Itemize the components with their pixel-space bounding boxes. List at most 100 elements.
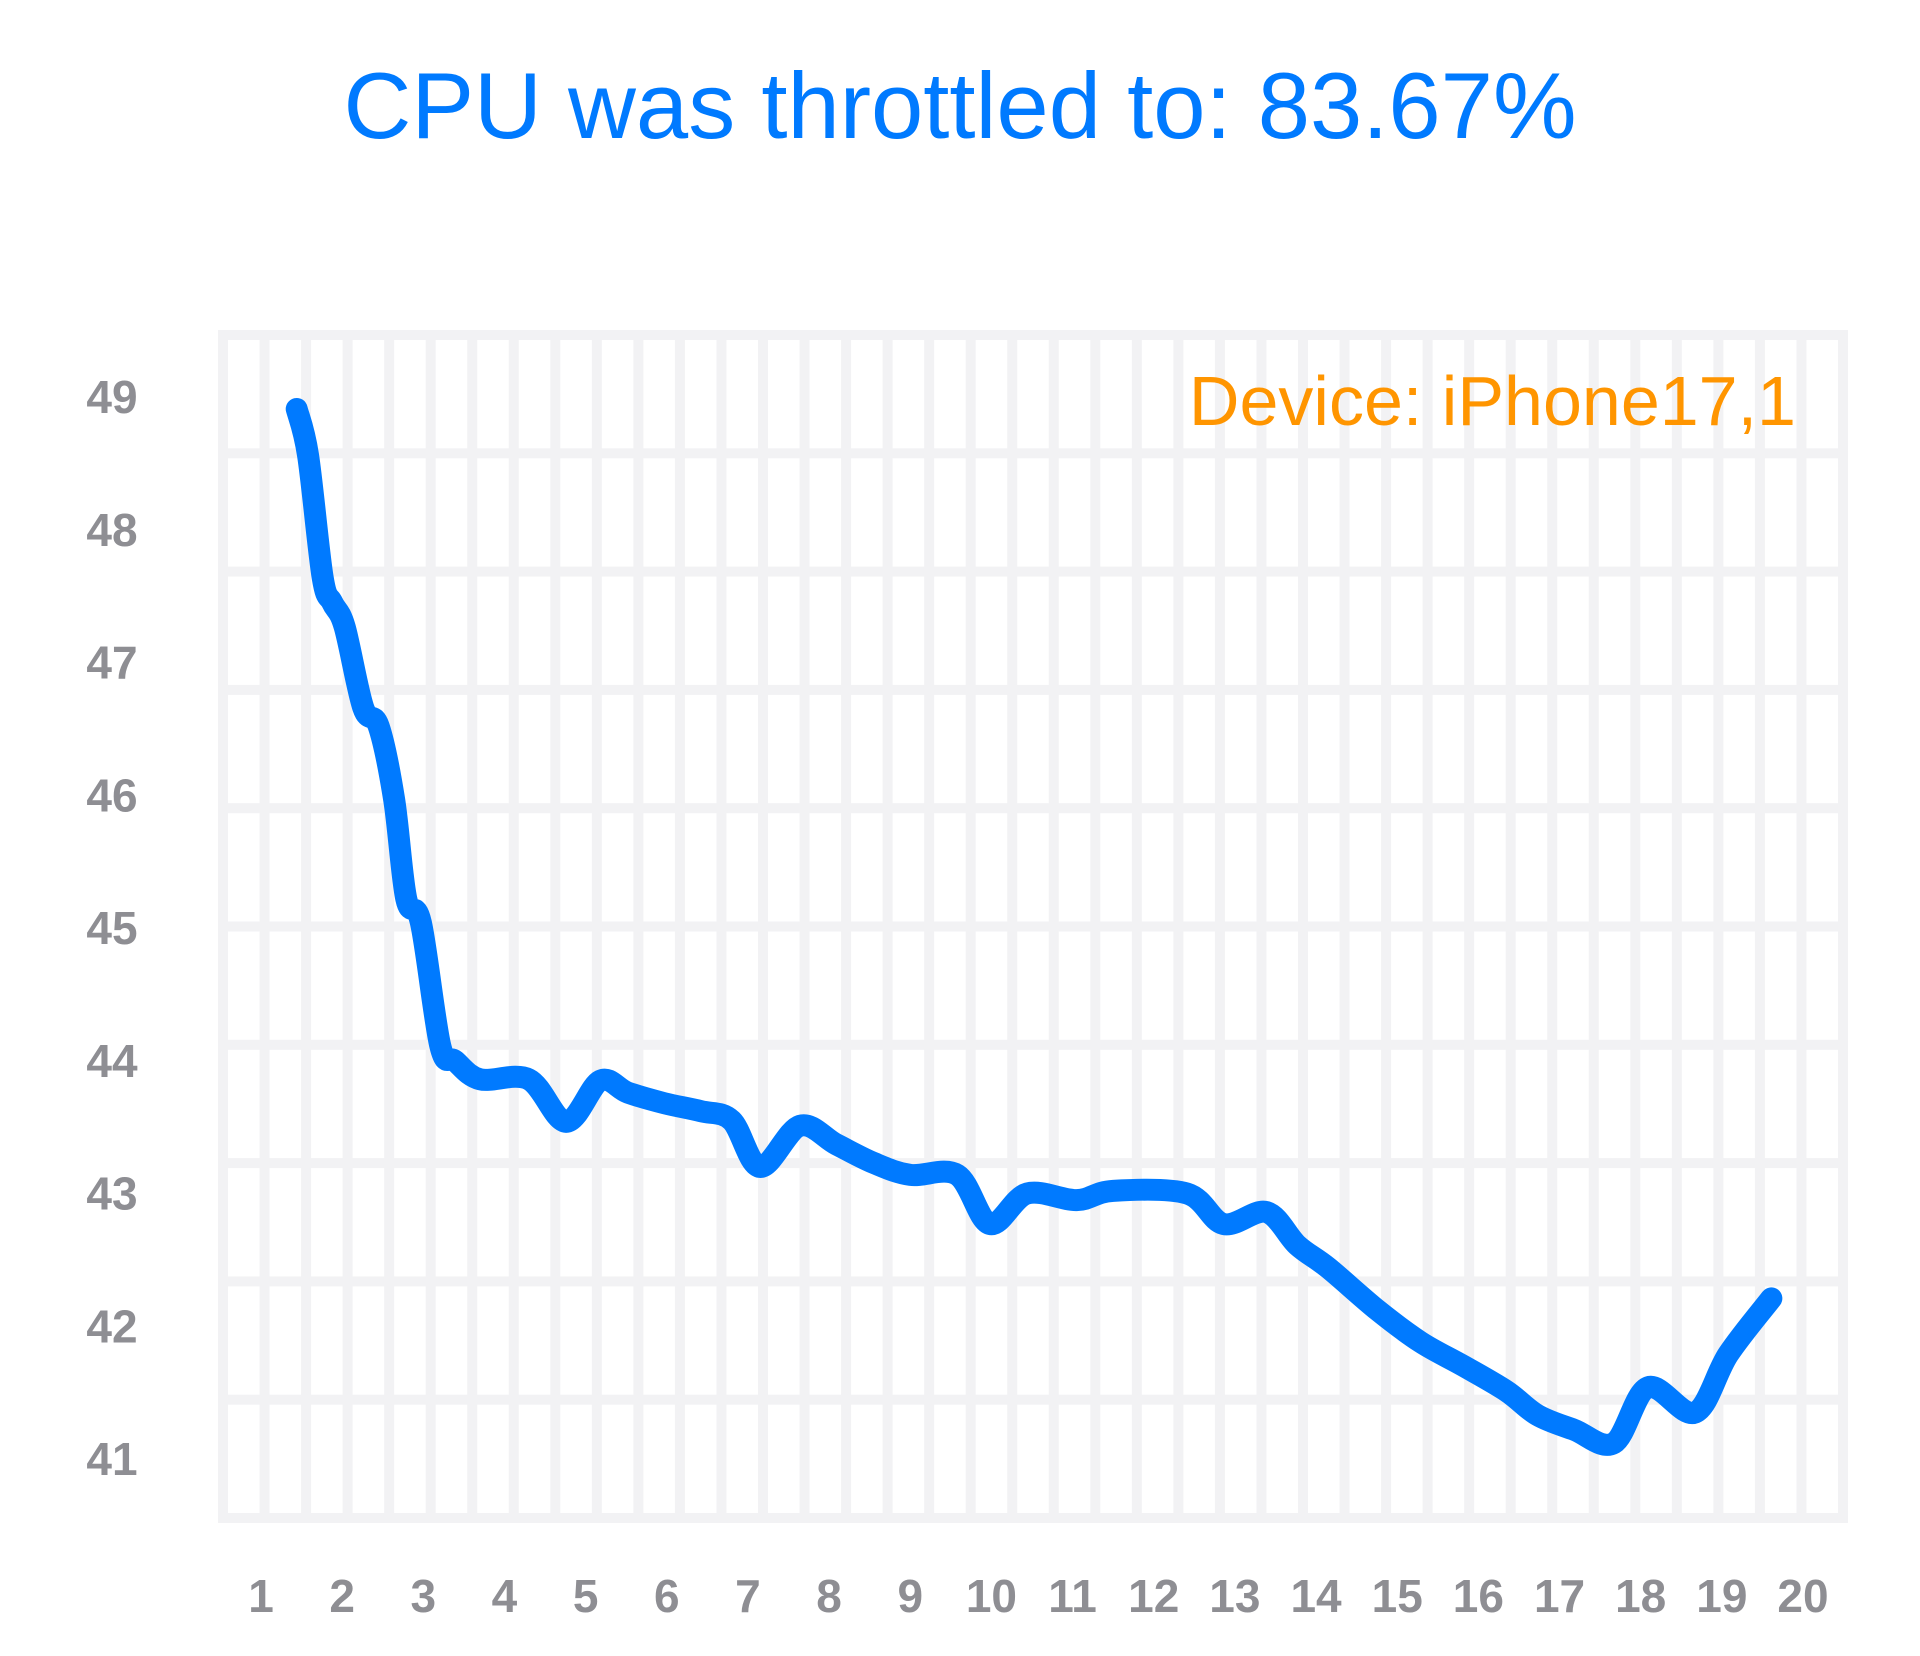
grid-cell bbox=[1557, 458, 1589, 567]
grid-cell bbox=[1100, 931, 1132, 1040]
grid-cell bbox=[892, 694, 925, 804]
grid-cell bbox=[1681, 931, 1714, 1040]
grid-cell bbox=[1017, 694, 1049, 804]
grid-cell bbox=[1640, 458, 1672, 567]
grid-cell bbox=[477, 1404, 509, 1513]
grid-cell bbox=[1557, 1168, 1589, 1277]
grid-cell bbox=[726, 340, 758, 449]
grid-cell bbox=[477, 458, 509, 567]
grid-cell bbox=[560, 813, 592, 922]
grid-cell bbox=[768, 576, 800, 685]
device-annotation: Device: iPhone17,1 bbox=[1189, 362, 1796, 440]
grid-cell bbox=[1723, 1168, 1755, 1277]
grid-cell bbox=[1557, 1049, 1589, 1159]
grid-cell bbox=[269, 1168, 302, 1277]
grid-cell bbox=[1266, 694, 1298, 804]
grid-cell bbox=[1806, 458, 1838, 567]
grid-cell bbox=[1183, 458, 1215, 567]
grid-cell bbox=[311, 1404, 343, 1513]
grid-cell bbox=[684, 694, 717, 804]
grid-cell bbox=[269, 458, 302, 567]
grid-cell bbox=[684, 1286, 717, 1395]
grid-cell bbox=[1058, 813, 1091, 922]
grid-cell bbox=[726, 813, 758, 922]
grid-cell bbox=[1598, 576, 1631, 685]
grid-cell bbox=[1349, 694, 1382, 804]
grid-cell bbox=[1100, 1286, 1132, 1395]
grid-cell bbox=[1681, 813, 1714, 922]
grid-cell bbox=[1017, 931, 1049, 1040]
grid-cell bbox=[1058, 931, 1091, 1040]
grid-cell bbox=[1681, 694, 1714, 804]
grid-cell bbox=[1058, 1168, 1091, 1277]
grid-cell bbox=[892, 1404, 925, 1513]
grid-cell bbox=[934, 1049, 966, 1159]
grid-cell bbox=[1349, 340, 1382, 449]
grid-cell bbox=[1349, 1404, 1382, 1513]
grid-cell bbox=[1806, 340, 1838, 449]
grid-cell bbox=[1764, 1404, 1797, 1513]
grid-cell bbox=[269, 1286, 302, 1395]
grid-cell bbox=[1141, 813, 1174, 922]
grid-cell bbox=[1308, 576, 1340, 685]
grid-cell bbox=[1058, 340, 1091, 449]
grid-cell bbox=[684, 1168, 717, 1277]
grid-cell bbox=[1266, 1286, 1298, 1395]
grid-cell bbox=[311, 813, 343, 922]
grid-cell bbox=[269, 1049, 302, 1159]
grid-cell bbox=[1141, 1286, 1174, 1395]
grid-cell bbox=[1598, 931, 1631, 1040]
grid-cell bbox=[1141, 931, 1174, 1040]
grid-cell bbox=[851, 458, 883, 567]
grid-cell bbox=[435, 458, 468, 567]
grid-cell bbox=[394, 458, 426, 567]
grid-cell bbox=[1474, 340, 1506, 449]
grid-cell bbox=[1100, 576, 1132, 685]
grid-cell bbox=[518, 931, 551, 1040]
grid-cell bbox=[643, 813, 675, 922]
grid-cell bbox=[975, 340, 1008, 449]
grid-cell bbox=[1681, 1168, 1714, 1277]
grid-cell bbox=[1723, 458, 1755, 567]
grid-cell bbox=[892, 576, 925, 685]
grid-cell bbox=[1723, 576, 1755, 685]
grid-cell bbox=[1266, 931, 1298, 1040]
grid-cell bbox=[228, 813, 260, 922]
grid-cell bbox=[352, 813, 385, 922]
grid-cell bbox=[684, 813, 717, 922]
grid-cell bbox=[851, 931, 883, 1040]
grid-cell bbox=[851, 1168, 883, 1277]
grid-cell bbox=[1266, 340, 1298, 449]
grid-cell bbox=[1640, 694, 1672, 804]
grid-cell bbox=[1723, 1049, 1755, 1159]
y-tick-label: 44 bbox=[86, 1035, 138, 1087]
grid-cell bbox=[1141, 458, 1174, 567]
grid-cell bbox=[1432, 813, 1465, 922]
grid-cell bbox=[477, 1286, 509, 1395]
grid-cell bbox=[1017, 458, 1049, 567]
grid-cell bbox=[1764, 813, 1797, 922]
grid-cell bbox=[477, 694, 509, 804]
grid-cell bbox=[228, 1404, 260, 1513]
grid-cell bbox=[726, 931, 758, 1040]
x-tick-label: 9 bbox=[897, 1570, 923, 1622]
grid-cell bbox=[560, 458, 592, 567]
grid-cell bbox=[352, 931, 385, 1040]
grid-cell bbox=[1515, 931, 1548, 1040]
grid-cell bbox=[601, 458, 634, 567]
grid-cell bbox=[518, 576, 551, 685]
grid-cell bbox=[726, 576, 758, 685]
grid-cell bbox=[1183, 576, 1215, 685]
grid-cell bbox=[1764, 694, 1797, 804]
x-tick-label: 20 bbox=[1777, 1570, 1828, 1622]
grid-cell bbox=[1806, 1404, 1838, 1513]
grid-cell bbox=[1224, 340, 1257, 449]
grid-cell bbox=[1058, 694, 1091, 804]
grid-cell bbox=[1515, 458, 1548, 567]
series-line bbox=[285, 397, 1783, 1456]
y-tick-label: 47 bbox=[86, 637, 137, 689]
grid-cell bbox=[1224, 1286, 1257, 1395]
grid-cell bbox=[1474, 694, 1506, 804]
grid-cell bbox=[311, 1049, 343, 1159]
grid-cell bbox=[352, 340, 385, 449]
